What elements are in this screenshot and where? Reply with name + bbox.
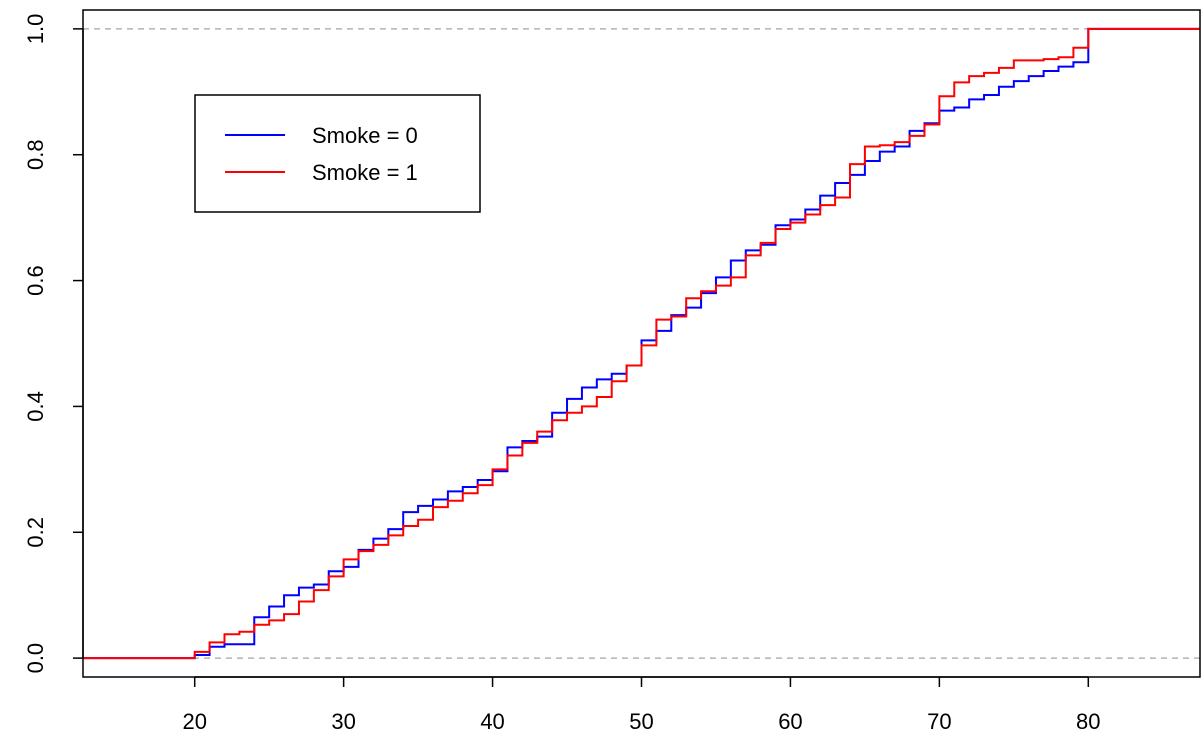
x-tick-label-5: 70 <box>927 709 951 734</box>
x-axis: 20 30 40 50 60 70 80 <box>182 676 1101 734</box>
x-tick-label-4: 60 <box>778 709 802 734</box>
y-tick-label-5: 1.0 <box>23 14 48 45</box>
series-line-0 <box>83 27 1200 660</box>
x-tick-label-6: 80 <box>1076 709 1100 734</box>
y-tick-label-4: 0.8 <box>23 139 48 170</box>
y-tick-label-2: 0.4 <box>23 391 48 422</box>
y-tick-label-0: 0.0 <box>23 643 48 674</box>
legend: Smoke = 0 Smoke = 1 <box>194 94 481 213</box>
x-tick-label-1: 30 <box>331 709 355 734</box>
y-tick-label-1: 0.2 <box>23 517 48 548</box>
y-tick-label-3: 0.6 <box>23 265 48 296</box>
series-layer <box>83 27 1200 660</box>
legend-label-1: Smoke = 1 <box>312 160 418 185</box>
y-axis: 0.0 0.2 0.4 0.6 0.8 1.0 <box>23 14 84 674</box>
legend-label-0: Smoke = 0 <box>312 123 418 148</box>
x-tick-label-3: 50 <box>629 709 653 734</box>
series-line-1 <box>83 27 1200 660</box>
legend-box <box>194 94 481 213</box>
x-tick-label-0: 20 <box>182 709 206 734</box>
x-tick-label-2: 40 <box>480 709 504 734</box>
